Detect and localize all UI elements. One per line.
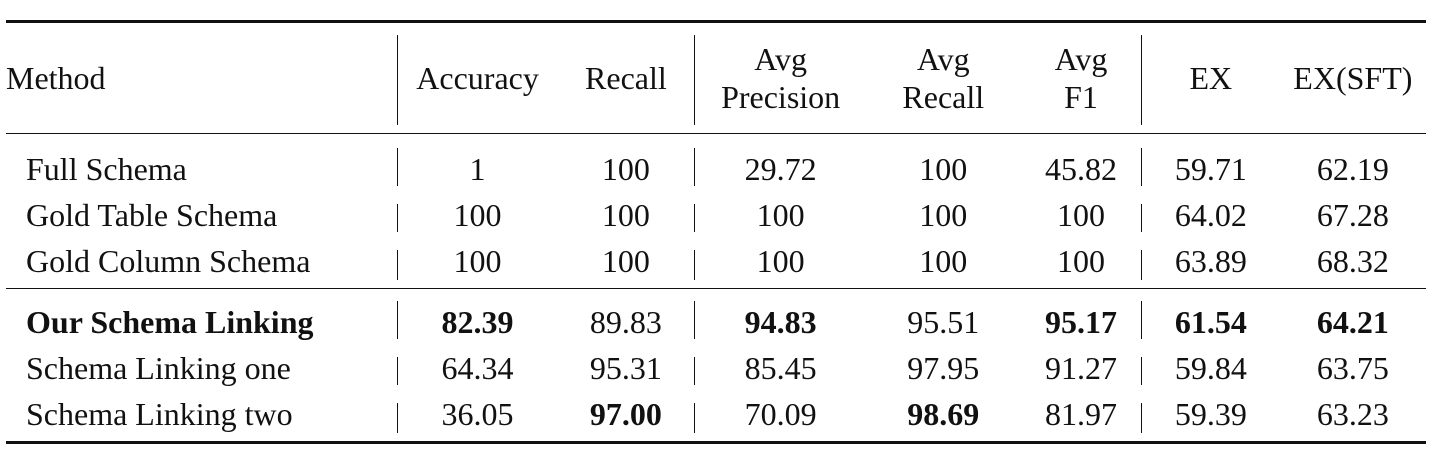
cell-ex-sft: 67.28 [1316, 197, 1389, 233]
cell-recall: 100 [557, 134, 695, 193]
cell-avg-f1: 91.27 [1020, 345, 1142, 391]
table-row: Schema Linking one 64.34 95.31 85.45 97.… [6, 345, 1426, 391]
cell-ex-sft: 68.32 [1316, 243, 1389, 279]
cell-ex: 59.39 [1174, 396, 1247, 432]
cell-avg-recall: 100 [919, 243, 968, 279]
cell-avg-recall: 98.69 [907, 396, 980, 432]
cell-accuracy: 100 [453, 243, 502, 279]
cell-avg-recall: 100 [919, 151, 968, 187]
header-avg-precision-line2: Precision [721, 79, 841, 115]
cell-recall: 95.31 [557, 345, 695, 391]
cell-ex: 63.89 [1174, 243, 1247, 279]
cell-avg-recall: 97.95 [907, 350, 980, 386]
cell-method: Schema Linking one [6, 345, 399, 391]
table-row: Full Schema 1 100 29.72 100 45.82 59.71 … [6, 133, 1426, 193]
cell-recall: 100 [557, 192, 695, 238]
header-avg-precision: Avg Precision [695, 22, 867, 134]
header-avg-recall-line1: Avg [916, 41, 970, 77]
cell-avg-f1: 100 [1020, 192, 1142, 238]
cell-avg-precision: 29.72 [744, 151, 817, 187]
cell-accuracy: 100 [453, 197, 502, 233]
header-row: Method Accuracy Recall Avg Precision Avg… [6, 21, 1426, 134]
header-ex: EX [1189, 60, 1233, 96]
cell-recall: 89.83 [557, 289, 695, 346]
cell-accuracy: 82.39 [441, 304, 514, 340]
results-table: Method Accuracy Recall Avg Precision Avg… [6, 20, 1426, 444]
cell-ex-sft: 63.23 [1316, 396, 1389, 432]
cell-avg-f1: 100 [1020, 238, 1142, 289]
header-avg-f1: Avg F1 [1020, 22, 1142, 134]
header-avg-f1-line1: Avg [1054, 41, 1108, 77]
header-avg-recall: Avg Recall [866, 22, 1020, 134]
cell-method: Gold Column Schema [6, 238, 399, 289]
cell-method: Gold Table Schema [6, 192, 399, 238]
header-avg-precision-line1: Avg [754, 41, 807, 77]
cell-avg-precision: 85.45 [744, 350, 817, 386]
cell-accuracy: 64.34 [441, 350, 514, 386]
cell-recall: 97.00 [557, 391, 695, 443]
cell-accuracy: 36.05 [441, 396, 514, 432]
table-row: Schema Linking two 36.05 97.00 70.09 98.… [6, 391, 1426, 443]
cell-ex-sft: 62.19 [1316, 151, 1389, 187]
cell-ex: 59.71 [1174, 151, 1247, 187]
cell-ex-sft: 63.75 [1316, 350, 1389, 386]
cell-avg-f1: 95.17 [1020, 289, 1142, 346]
cell-avg-f1: 45.82 [1020, 134, 1142, 193]
cell-avg-f1: 81.97 [1020, 391, 1142, 443]
header-ex-sft: EX(SFT) [1293, 60, 1413, 96]
cell-method: Full Schema [6, 134, 399, 193]
cell-recall: 100 [557, 238, 695, 289]
table-row: Our Schema Linking 82.39 89.83 94.83 95.… [6, 288, 1426, 346]
cell-accuracy: 1 [469, 151, 486, 187]
header-avg-f1-line2: F1 [1064, 79, 1098, 115]
cell-avg-precision: 94.83 [744, 304, 817, 340]
table-row: Gold Column Schema 100 100 100 100 100 6… [6, 238, 1426, 289]
cell-method: Schema Linking two [6, 391, 399, 443]
cell-avg-recall: 100 [919, 197, 968, 233]
cell-method: Our Schema Linking [6, 289, 399, 346]
cell-ex-sft: 64.21 [1316, 304, 1389, 340]
cell-avg-precision: 70.09 [744, 396, 817, 432]
cell-avg-recall: 95.51 [907, 304, 980, 340]
cell-ex: 61.54 [1174, 304, 1247, 340]
header-recall: Recall [557, 22, 695, 134]
cell-ex: 64.02 [1174, 197, 1247, 233]
header-avg-recall-line2: Recall [902, 79, 985, 115]
table-row: Gold Table Schema 100 100 100 100 100 64… [6, 192, 1426, 238]
cell-avg-precision: 100 [756, 243, 805, 279]
cell-ex: 59.84 [1174, 350, 1247, 386]
cell-avg-precision: 100 [756, 197, 805, 233]
header-accuracy: Accuracy [416, 60, 539, 96]
header-method: Method [6, 22, 399, 134]
